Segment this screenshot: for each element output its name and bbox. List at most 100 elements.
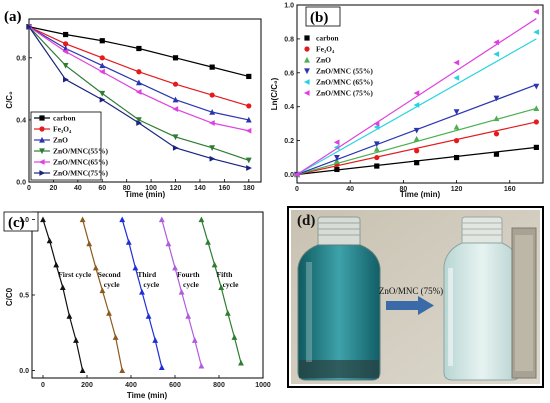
panel-b-point-2-2 [373, 145, 380, 152]
panel-b-point-0-1 [334, 166, 340, 173]
panel-a-xtick-label: 180 [243, 185, 255, 192]
panel-a-point-1-2 [99, 55, 105, 61]
panel-b-point-4-1 [333, 144, 340, 151]
panel-c-point-3-0 [158, 216, 165, 223]
panel-b-point-5-3 [413, 90, 420, 97]
panel-b-fit-line-5 [296, 18, 537, 176]
panel-c-xlabel: Time (min) [127, 391, 168, 400]
panel-b-ylabel: Ln(C/C₀) [270, 77, 279, 110]
panel-a-point-0-5 [209, 64, 215, 70]
panel-a-point-4-6 [245, 127, 252, 134]
panel-c-point-3-6 [198, 362, 205, 369]
panel-a: (a) 0 20 40 60 80 100 120 140 160 180 0.0 0.4 0.8 ca… [4, 9, 262, 199]
panel-c-cycle-label-2: Third cycle [137, 270, 159, 289]
panel-a-point-4-3 [135, 89, 142, 95]
panel-a-point-2-6 [245, 116, 252, 123]
panel-c-point-0-1 [46, 237, 53, 244]
panel-c-frame [31, 211, 264, 379]
panel-c-point-3-2 [172, 264, 178, 271]
panel-a-xtick-label: 0 [27, 185, 31, 192]
panel-c-cycle-label-3: Fourth cycle [177, 270, 200, 289]
panel-a-xlabel: Time (min) [125, 190, 166, 199]
panel-a-point-3-1 [62, 62, 69, 69]
panel-b-point-1-6 [533, 119, 539, 125]
panel-c-point-3-5 [191, 337, 198, 343]
panel-c-point-1-6 [119, 367, 126, 374]
panel-a-point-5-4 [172, 144, 179, 151]
panel-b-point-4-4 [453, 74, 460, 81]
jar-before [297, 216, 381, 381]
panel-c-point-1-3 [99, 287, 106, 294]
photo-caption: ZnO/MNC (75%) [379, 286, 443, 296]
panel-a-point-0-1 [63, 31, 69, 38]
panel-c-point-1-0 [79, 216, 86, 223]
arrow-right-icon [386, 296, 434, 315]
panel-b-fit-line-4 [296, 38, 537, 176]
panel-c-xtick-label: 600 [169, 382, 181, 389]
panel-a-xtick-label: 80 [123, 185, 131, 192]
panel-a-point-0-3 [136, 45, 142, 52]
panel-a-point-4-4 [172, 106, 179, 112]
panel-c-point-2-2 [132, 264, 139, 271]
panel-a-point-1-6 [246, 103, 252, 109]
panel-b-point-2-1 [333, 157, 340, 164]
panel-a-legend-label-0: carbon [53, 114, 76, 123]
panel-a-legend-marker-5 [39, 170, 46, 176]
panel-c-point-3-3 [178, 288, 185, 295]
panel-b-point-1-3 [414, 148, 420, 154]
panel-a-legend-label-2: ZnO [53, 136, 68, 145]
panel-c-point-4-6 [238, 359, 244, 366]
panel-b-xtick-label: 80 [399, 186, 407, 193]
panel-c-point-1-2 [92, 264, 99, 271]
panel-a-point-3-5 [209, 145, 216, 151]
panel-c-point-1-1 [86, 240, 93, 247]
panel-a-ytick-label: 0.4 [16, 117, 26, 124]
panel-a-point-2-3 [135, 79, 142, 86]
panel-b-point-3-1 [333, 154, 340, 161]
panel-a-series-line-1 [28, 26, 249, 107]
panel-b-point-3-6 [533, 83, 540, 90]
panel-b-legend-marker-4 [303, 79, 310, 85]
panel-c-point-4-3 [218, 284, 225, 291]
panel-b-ytick-label: 1.0 [284, 3, 294, 10]
panel-c-point-2-5 [152, 337, 159, 343]
panel-c-xtick-label: 1000 [255, 382, 271, 389]
panel-d-label: (d) [297, 213, 315, 229]
panel-c-point-1-5 [112, 334, 119, 340]
panel-a-legend-box [30, 111, 102, 181]
panel-a-legend-label-1: Fe₃O₄ [53, 125, 72, 134]
panel-a-point-4-1 [62, 48, 69, 55]
panel-c-ylabel: C/C0 [5, 287, 14, 306]
panel-c-xtick-label: 200 [81, 382, 93, 389]
panel-a-point-0-4 [172, 55, 179, 61]
panel-a-xtick-label: 100 [145, 185, 157, 192]
panel-c-cycle-label-0: First cycle [58, 270, 92, 279]
panel-c-point-2-3 [139, 288, 145, 295]
panel-b-point-3-4 [453, 109, 460, 115]
panel-c-point-4-0 [198, 216, 205, 223]
panel-b-legend-marker-1 [304, 46, 310, 52]
panel-a-label: (a) [4, 9, 22, 25]
panel-a-point-2-4 [172, 96, 179, 103]
panel-c-point-2-6 [158, 364, 165, 371]
panel-a-legend-marker-4 [38, 159, 45, 165]
panel-b-point-5-4 [453, 59, 460, 66]
panel-b-point-2-4 [453, 123, 460, 130]
panel-a-legend-label-5: ZnO/MNC(75%) [53, 169, 109, 178]
panel-c-point-0-6 [79, 367, 86, 374]
panel-b-point-0-4 [453, 154, 460, 161]
panel-a-point-5-1 [63, 76, 69, 83]
panel-a-series-line-0 [28, 26, 249, 78]
panel-b-point-4-6 [533, 29, 539, 36]
panel-b-point-4-3 [413, 102, 420, 108]
panel-c-point-0-5 [73, 337, 79, 343]
panel-b-point-2-5 [493, 115, 500, 122]
panel-c-ytick-label: 0.5 [19, 293, 29, 300]
panel-a-point-5-0 [26, 23, 33, 30]
panel-a-xtick-label: 40 [74, 185, 82, 192]
panel-b-legend-marker-3 [304, 68, 310, 75]
panel-c-ytick-label: 1.0 [19, 217, 29, 224]
panel-a-xtick-label: 20 [50, 185, 58, 192]
panel-b-point-2-6 [533, 105, 540, 112]
panel-b-legend-label-3: ZnO/MNC (55%) [316, 67, 373, 76]
